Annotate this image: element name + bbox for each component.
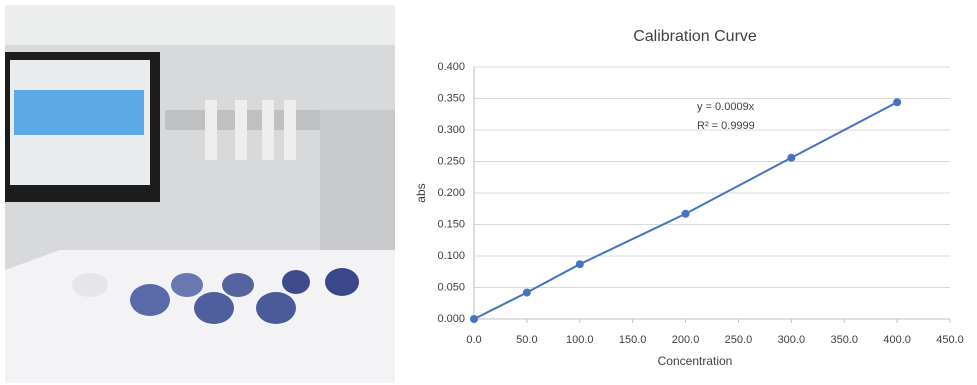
photo-screen-chart: [14, 90, 144, 135]
chart: Calibration Curve Concentration abs y = …: [414, 28, 964, 368]
y-tick-label: 0.350: [437, 92, 465, 104]
photo-flask: [256, 292, 296, 324]
y-tick-label: 0.100: [437, 250, 465, 262]
data-point: [523, 289, 531, 297]
x-tick-label: 0.0: [466, 334, 481, 346]
photo-flask: [72, 273, 108, 297]
photo-flask: [222, 273, 254, 297]
x-axis-label: Concentration: [658, 354, 733, 368]
data-point: [893, 98, 901, 106]
x-tick-label: 100.0: [566, 334, 594, 346]
data-point: [682, 210, 690, 218]
x-tick-label: 150.0: [619, 334, 647, 346]
chart-title: Calibration Curve: [633, 28, 757, 45]
x-tick-label: 250.0: [725, 334, 753, 346]
y-tick-label: 0.000: [437, 313, 465, 325]
y-tick-label: 0.150: [437, 218, 465, 230]
lab-photo: [5, 5, 395, 383]
y-tick-label: 0.300: [437, 124, 465, 136]
y-tick-label: 0.250: [437, 155, 465, 167]
photo-flask: [282, 270, 310, 294]
x-tick-label: 400.0: [883, 334, 911, 346]
photo-pipette: [284, 100, 296, 160]
data-point: [470, 315, 478, 323]
y-tick-label: 0.200: [437, 187, 465, 199]
y-tick-label: 0.050: [437, 281, 465, 293]
page: Calibration Curve Concentration abs y = …: [0, 0, 977, 385]
annotation: y = 0.0009x: [697, 101, 755, 113]
x-tick-label: 200.0: [672, 334, 700, 346]
photo-pipette: [262, 100, 274, 160]
photo-ceiling: [5, 5, 395, 45]
x-tick-label: 450.0: [936, 334, 964, 346]
data-point: [576, 260, 584, 268]
y-axis-label: abs: [414, 183, 428, 202]
photo-flask: [194, 292, 234, 324]
y-tick-label: 0.400: [437, 61, 465, 73]
x-tick-label: 300.0: [778, 334, 806, 346]
x-tick-label: 50.0: [516, 334, 537, 346]
photo-pipette: [235, 100, 247, 160]
x-tick-label: 350.0: [830, 334, 858, 346]
photo-flask: [171, 273, 203, 297]
photo-flask: [325, 268, 359, 296]
photo-instrument: [320, 110, 395, 260]
photo-pipette: [205, 100, 217, 160]
data-point: [787, 154, 795, 162]
photo-flask: [130, 284, 170, 316]
